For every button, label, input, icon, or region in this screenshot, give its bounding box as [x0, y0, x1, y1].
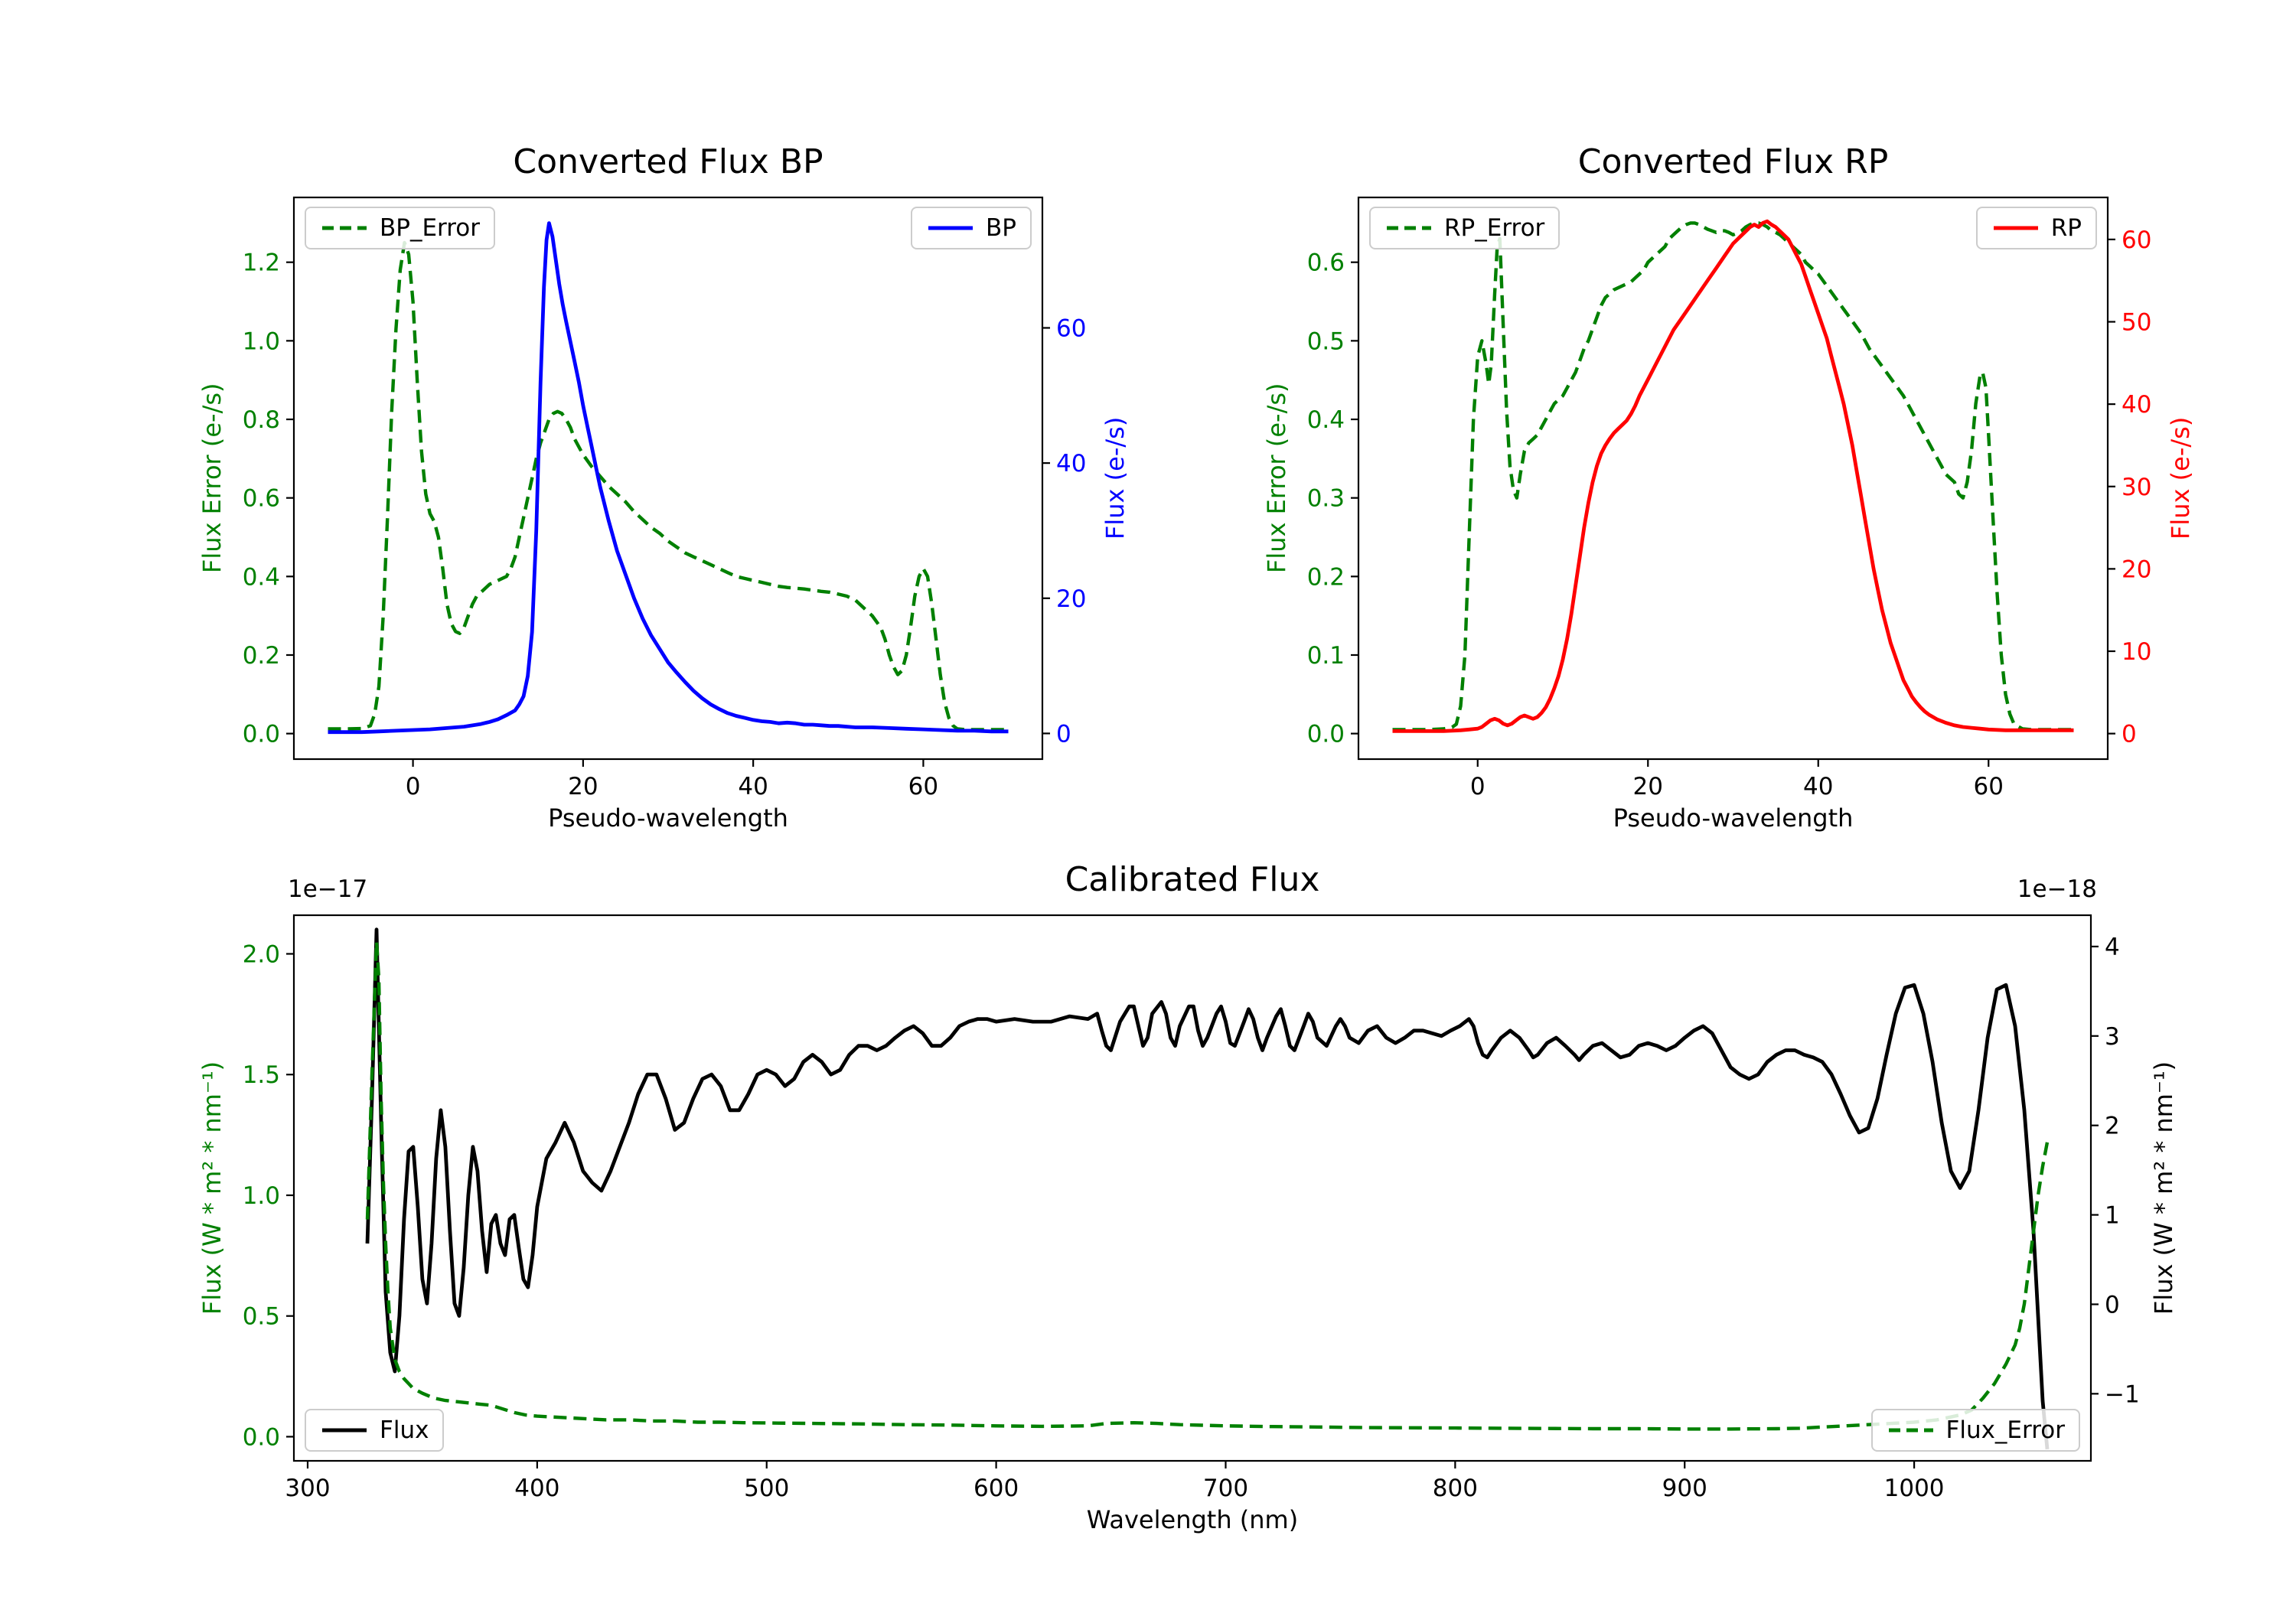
x-tick-label: 0 — [406, 773, 421, 800]
legend-line-icon — [928, 226, 974, 230]
y-tick-label-right: 10 — [2122, 638, 2151, 666]
y-tick-label-right: 2 — [2105, 1113, 2120, 1140]
axes-frame — [1357, 196, 2109, 761]
x-tick-label: 60 — [908, 773, 938, 800]
y-tick-label-right: 20 — [1056, 585, 1086, 613]
legend-line-icon — [322, 1428, 367, 1433]
x-tick-label: 20 — [1633, 773, 1663, 800]
legend-label: RP — [2050, 214, 2082, 242]
chart-title-rp: Converted Flux RP — [1577, 142, 1889, 181]
y-tick-label-left: 0.6 — [243, 485, 280, 513]
y-tick-label-left: 0.5 — [1307, 328, 1345, 355]
y-tick-label-left: 0.0 — [1307, 721, 1345, 748]
y-axis-label-left-flux: Flux (W * m² * nm⁻¹) — [197, 1061, 227, 1315]
y-axis-label-right-flux: Flux (W * m² * nm⁻¹) — [2149, 1061, 2178, 1315]
legend-label: Flux — [380, 1416, 429, 1444]
x-tick-label: 0 — [1470, 773, 1486, 800]
x-tick-label: 20 — [568, 773, 598, 800]
legend-label: Flux_Error — [1945, 1416, 2066, 1444]
chart-flux: 300 400 500 600 700 800 900 1000 0.0 0.5 1.0 1.5 2.0… — [243, 914, 2140, 1502]
y-tick-label-right: 1 — [2105, 1202, 2120, 1230]
legend-label: RP_Error — [1444, 214, 1545, 242]
x-axis-label-flux: Wavelength (nm) — [1086, 1505, 1299, 1534]
series-BP — [328, 221, 1009, 735]
scale-offset-left: 1e−17 — [288, 875, 368, 903]
legend-rp-error: RP_Error — [1369, 207, 1561, 249]
legend-line-icon — [1993, 226, 2038, 230]
series-BP_Error — [328, 240, 1009, 732]
chart-title-bp: Converted Flux BP — [513, 142, 823, 181]
y-axis-label-left-bp: Flux Error (e-/s) — [197, 383, 227, 574]
y-tick-label-left: 0.0 — [243, 721, 280, 748]
legend-bp-error: BP_Error — [305, 207, 496, 249]
y-tick-label-right: 3 — [2105, 1023, 2120, 1051]
y-tick-label-right: 0 — [2105, 1291, 2120, 1319]
axes-frame — [292, 914, 2092, 1462]
x-tick-label: 500 — [744, 1475, 789, 1502]
y-tick-label-right: −1 — [2105, 1380, 2140, 1408]
legend-label: BP_Error — [380, 214, 481, 242]
axes-frame — [292, 196, 1044, 761]
x-tick-label: 400 — [514, 1475, 559, 1502]
y-tick-label-left: 1.0 — [243, 1182, 280, 1210]
y-tick-label-left: 0.4 — [1307, 406, 1345, 434]
y-axis-label-right-rp: Flux (e-/s) — [2166, 416, 2195, 540]
y-tick-label-right: 60 — [1056, 315, 1086, 342]
y-tick-label-left: 0.0 — [243, 1423, 280, 1451]
chart-bp: 0 20 40 60 0.0 0.2 0.4 0.6 0.8 1.0 1.2 0 20 40 60 — [243, 196, 1086, 800]
y-axis-label-right-bp: Flux (e-/s) — [1101, 416, 1130, 540]
series-Flux — [365, 927, 2050, 1450]
y-axis-label-left-rp: Flux Error (e-/s) — [1262, 383, 1291, 574]
y-tick-label-left: 0.4 — [243, 563, 280, 591]
series-Flux_Error — [365, 940, 2050, 1431]
legend-line-icon — [1387, 226, 1431, 230]
x-tick-label: 40 — [738, 773, 768, 800]
y-tick-label-right: 0 — [1056, 720, 1071, 748]
y-tick-label-right: 4 — [2105, 934, 2120, 961]
y-tick-label-right: 40 — [1056, 450, 1086, 478]
legend-label: BP — [986, 214, 1016, 242]
y-tick-label-left: 2.0 — [243, 940, 280, 968]
y-tick-label-right: 60 — [2122, 227, 2151, 254]
y-tick-label-left: 0.1 — [1307, 642, 1345, 670]
x-tick-label: 300 — [285, 1475, 330, 1502]
y-tick-label-left: 0.2 — [243, 642, 280, 670]
y-tick-label-left: 0.3 — [1307, 485, 1345, 513]
x-tick-label: 800 — [1433, 1475, 1478, 1502]
x-tick-label: 600 — [974, 1475, 1019, 1502]
legend-rp: RP — [1975, 207, 2097, 249]
x-tick-label: 900 — [1662, 1475, 1707, 1502]
legend-flux-error: Flux_Error — [1870, 1409, 2080, 1452]
x-tick-label: 1000 — [1884, 1475, 1945, 1502]
legend-bp: BP — [911, 207, 1032, 249]
legend-line-icon — [322, 226, 367, 230]
y-tick-label-left: 0.2 — [1307, 563, 1345, 591]
y-tick-label-right: 30 — [2122, 474, 2151, 501]
series-RP_Error — [1392, 221, 2074, 732]
y-tick-label-left: 0.6 — [1307, 249, 1345, 277]
series-RP — [1392, 219, 2074, 733]
x-axis-label-bp: Pseudo-wavelength — [548, 804, 788, 833]
x-axis-label-rp: Pseudo-wavelength — [1613, 804, 1854, 833]
y-tick-label-right: 0 — [2122, 721, 2137, 748]
chart-title-flux: Calibrated Flux — [1065, 860, 1320, 899]
y-tick-label-left: 1.0 — [243, 328, 280, 355]
legend-line-icon — [1888, 1428, 1933, 1433]
y-tick-label-right: 40 — [2122, 391, 2151, 419]
scale-offset-right: 1e−18 — [2017, 875, 2097, 903]
x-tick-label: 700 — [1203, 1475, 1248, 1502]
chart-rp: 0 20 40 60 0.0 0.1 0.2 0.3 0.4 0.5 0.6 0 10 20 30 40 50 6… — [1307, 196, 2151, 800]
legend-flux: Flux — [305, 1409, 445, 1452]
y-tick-label-left: 0.5 — [243, 1303, 280, 1331]
y-tick-label-left: 0.8 — [243, 406, 280, 434]
y-tick-label-right: 20 — [2122, 556, 2151, 583]
x-tick-label: 40 — [1803, 773, 1833, 800]
x-tick-label: 60 — [1974, 773, 2004, 800]
y-tick-label-left: 1.2 — [243, 249, 280, 277]
y-tick-label-right: 50 — [2122, 309, 2151, 337]
y-tick-label-left: 1.5 — [243, 1061, 280, 1089]
